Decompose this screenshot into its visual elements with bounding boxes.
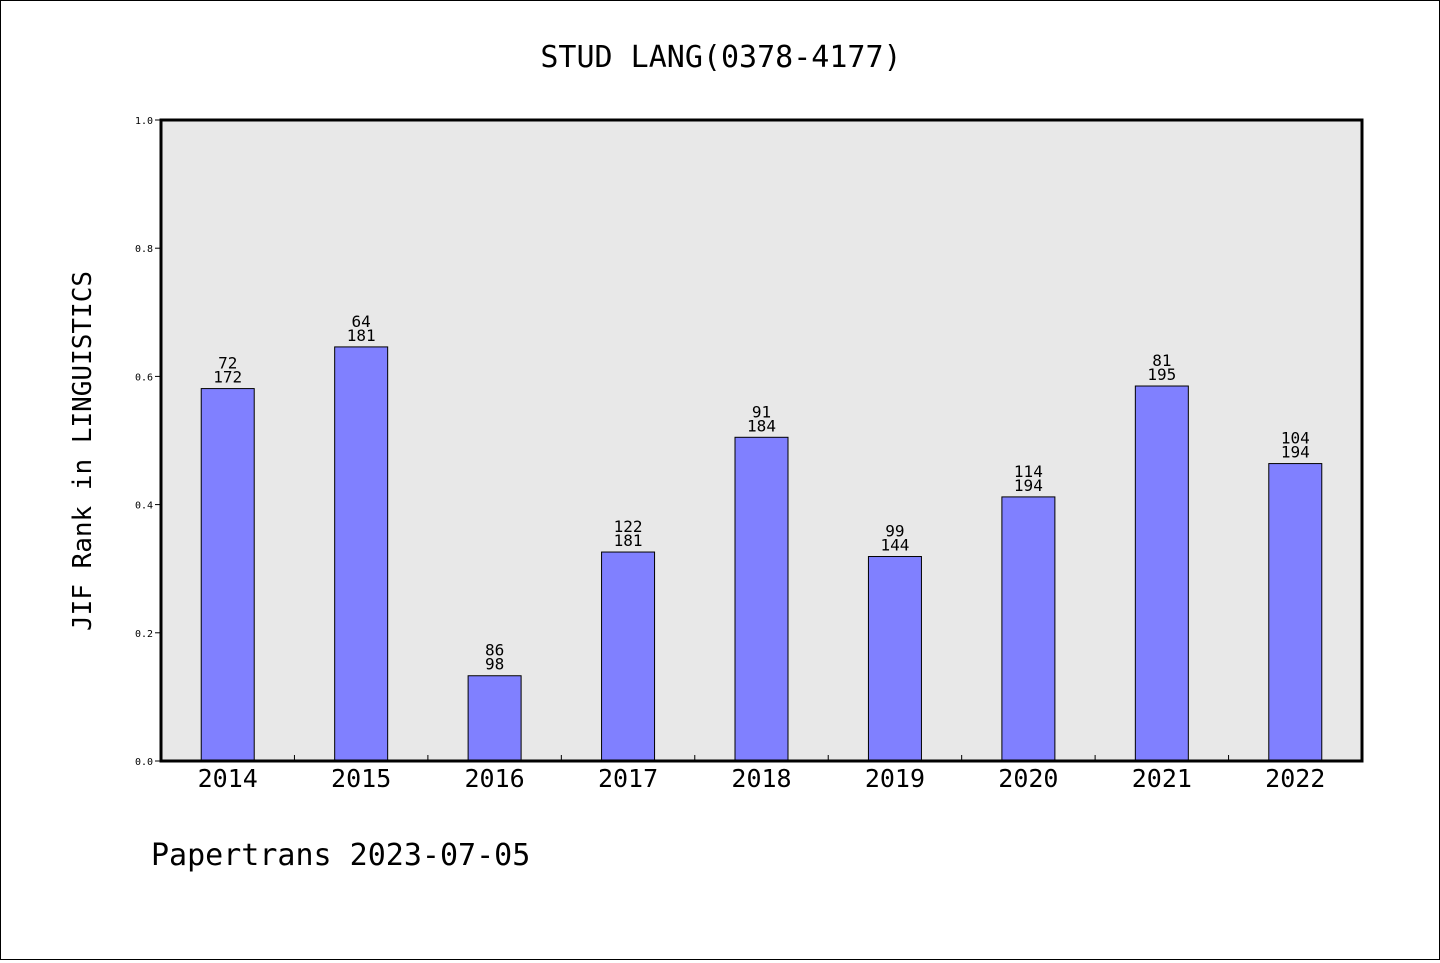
y-axis: 0.0 0.2 0.4 0.6 0.8 1.0 — [135, 116, 161, 768]
bar-2018 — [734, 436, 789, 762]
bar-2015 — [334, 346, 389, 762]
bar-rank-label: 86 — [485, 641, 504, 660]
bar-total-label: 184 — [747, 416, 776, 435]
bar-total-label: 144 — [880, 536, 909, 555]
bar-rank-label: 64 — [352, 312, 371, 331]
y-tick-label: 0.2 — [135, 629, 153, 640]
y-axis-label: JIF Rank in LINGUISTICS — [68, 271, 98, 631]
y-tick-label: 0.8 — [135, 244, 153, 255]
bar-2017 — [601, 551, 656, 762]
y-tick-label: 0.4 — [135, 501, 153, 512]
bar-2016 — [467, 675, 522, 762]
bar-rank-label: 122 — [614, 517, 643, 536]
bar-2021 — [1134, 385, 1189, 762]
bar-total-label: 172 — [213, 368, 242, 387]
x-tick-label: 2018 — [731, 764, 791, 793]
x-axis: 2014 2015 2016 2017 2018 2019 2020 2021 2022 — [198, 755, 1325, 793]
bar-rank-label: 104 — [1281, 429, 1310, 448]
data-labels-layer: 7217264181869812218191184991441141948119… — [213, 312, 1309, 674]
bar-total-label: 181 — [347, 326, 376, 345]
bar-total-label: 98 — [485, 655, 504, 674]
x-tick-label: 2016 — [465, 764, 525, 793]
bar-total-label: 195 — [1147, 365, 1176, 384]
x-tick-label: 2022 — [1265, 764, 1325, 793]
bar-rank-label: 91 — [752, 402, 771, 421]
bar-rank-label: 81 — [1152, 351, 1171, 370]
bar-rank-label: 99 — [885, 522, 904, 541]
x-tick-label: 2020 — [998, 764, 1058, 793]
bar-rank-label: 114 — [1014, 462, 1043, 481]
x-tick-label: 2014 — [198, 764, 258, 793]
x-tick-label: 2019 — [865, 764, 925, 793]
bar-2020 — [1001, 496, 1056, 762]
y-tick-label: 1.0 — [135, 116, 153, 127]
y-tick-label: 0.0 — [135, 757, 153, 768]
bar-total-label: 194 — [1281, 443, 1310, 462]
bar-total-label: 181 — [614, 531, 643, 550]
bar-total-label: 194 — [1014, 476, 1043, 495]
footer-source-date: Papertrans 2023-07-05 — [151, 838, 530, 873]
bar-2022 — [1268, 463, 1323, 762]
chart-title: STUD LANG(0378-4177) — [540, 40, 901, 75]
y-tick-label: 0.6 — [135, 372, 153, 383]
bar-2019 — [867, 556, 922, 762]
x-tick-label: 2021 — [1132, 764, 1192, 793]
bar-2014 — [200, 388, 255, 762]
plot-border — [159, 118, 1364, 763]
x-tick-label: 2017 — [598, 764, 658, 793]
bar-rank-label: 72 — [218, 354, 237, 373]
x-tick-label: 2015 — [331, 764, 391, 793]
bars-layer — [200, 346, 1323, 762]
